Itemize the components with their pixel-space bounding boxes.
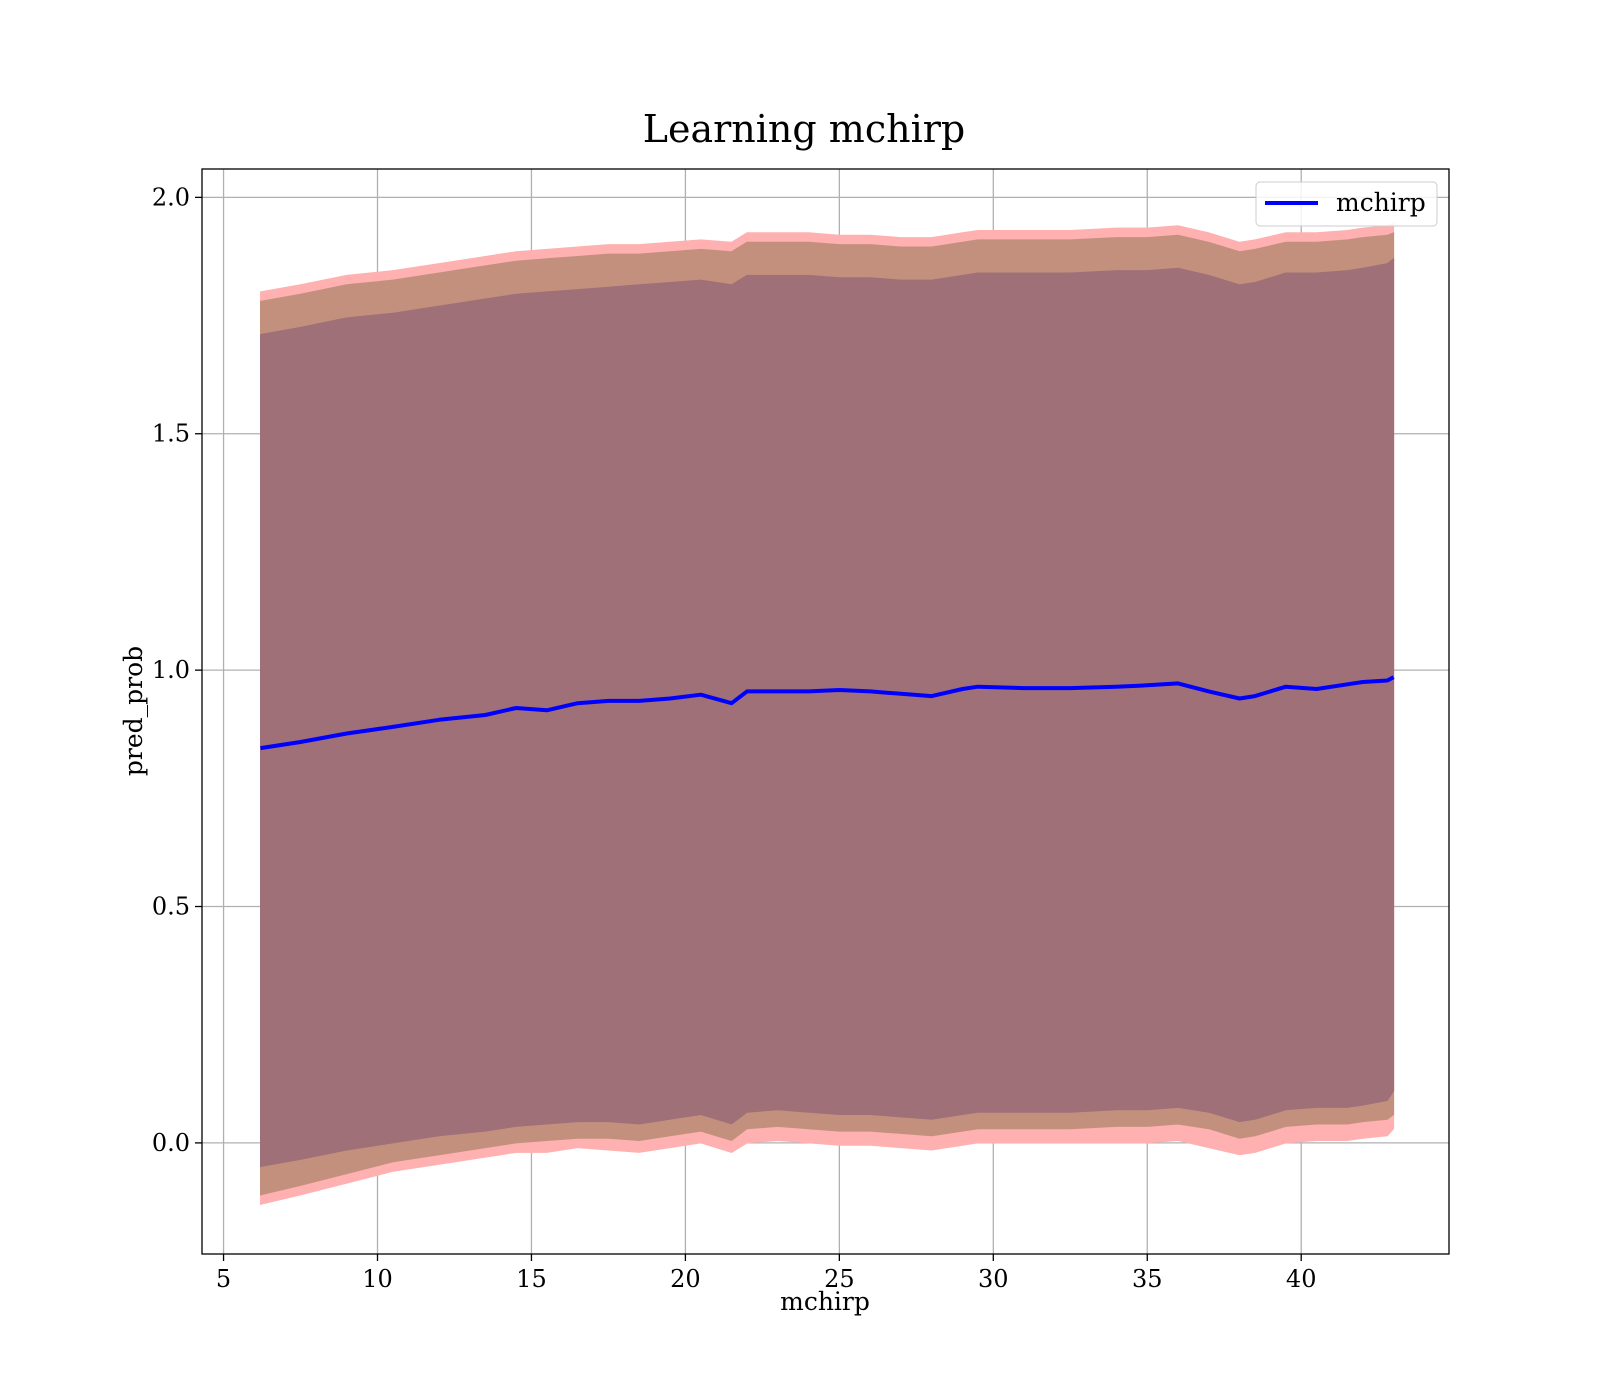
series-line-mchirp <box>260 675 1395 751</box>
legend-entry-mchirp: mchirp <box>1336 188 1426 217</box>
confidence-band-3 <box>260 257 1395 1168</box>
y-tick-label: 1.5 <box>152 420 190 448</box>
x-tick-label: 35 <box>1132 1265 1163 1293</box>
y-tick-label: 1.0 <box>152 656 190 684</box>
x-tick-label: 15 <box>516 1265 547 1293</box>
x-tick-label: 40 <box>1286 1265 1317 1293</box>
legend: mchirp <box>1255 181 1438 227</box>
uncertainty-bands <box>260 222 1395 1206</box>
x-tick-label: 5 <box>216 1265 231 1293</box>
y-tick-label: 2.0 <box>152 183 190 211</box>
y-axis-label: pred_prob <box>119 646 148 776</box>
series-lines <box>260 675 1395 751</box>
y-tick-label: 0.5 <box>152 893 190 921</box>
x-axis-ticks: 5 10 15 20 25 30 35 40 <box>216 1254 1317 1293</box>
y-tick-label: 0.0 <box>152 1129 190 1157</box>
y-axis-ticks: 0.0 0.5 1.0 1.5 2.0 <box>152 183 202 1157</box>
x-tick-label: 20 <box>670 1265 701 1293</box>
x-axis-label: mchirp <box>780 1287 870 1316</box>
x-tick-label: 10 <box>362 1265 393 1293</box>
x-tick-label: 25 <box>824 1265 855 1293</box>
plot-area-frame <box>201 168 1450 1255</box>
chart-title: Learning mchirp <box>643 107 965 151</box>
legend-frame <box>1255 181 1438 227</box>
x-tick-label: 30 <box>978 1265 1009 1293</box>
